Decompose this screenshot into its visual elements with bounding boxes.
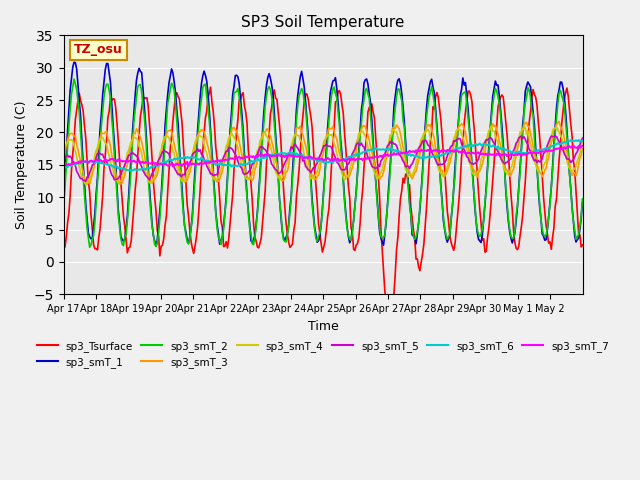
sp3_smT_3	[556, 119, 563, 124]
sp3_smT_5	[387, 141, 395, 146]
sp3_smT_5	[547, 133, 555, 139]
sp3_Tsurface	[267, 111, 275, 117]
sp3_smT_2	[86, 244, 93, 250]
sp3_smT_4	[124, 150, 131, 156]
sp3_smT_3	[387, 132, 395, 138]
sp3_smT_5	[267, 156, 275, 162]
sp3_smT_5	[438, 162, 446, 168]
sp3_smT_5	[82, 179, 90, 184]
sp3_smT_1	[152, 243, 160, 249]
sp3_smT_3	[436, 160, 444, 166]
sp3_smT_6	[436, 152, 444, 158]
sp3_Tsurface	[122, 237, 130, 242]
Line: sp3_smT_6: sp3_smT_6	[63, 140, 582, 170]
sp3_smT_2	[437, 183, 445, 189]
sp3_smT_2	[125, 202, 132, 207]
sp3_smT_7	[438, 147, 446, 153]
sp3_smT_6	[60, 166, 67, 171]
Title: SP3 Soil Temperature: SP3 Soil Temperature	[241, 15, 404, 30]
X-axis label: Time: Time	[308, 320, 339, 333]
Line: sp3_smT_1: sp3_smT_1	[63, 62, 582, 246]
sp3_smT_4	[82, 182, 90, 188]
sp3_smT_3	[83, 181, 91, 187]
sp3_smT_7	[436, 148, 444, 154]
sp3_smT_6	[387, 147, 395, 153]
sp3_smT_3	[267, 133, 275, 139]
sp3_smT_1	[232, 73, 239, 79]
sp3_smT_2	[579, 196, 586, 202]
sp3_smT_2	[440, 213, 447, 219]
sp3_smT_3	[124, 162, 131, 168]
sp3_smT_4	[267, 144, 275, 149]
sp3_smT_1	[579, 199, 586, 205]
Line: sp3_Tsurface: sp3_Tsurface	[63, 87, 582, 323]
sp3_smT_3	[60, 156, 67, 161]
sp3_smT_4	[488, 123, 495, 129]
sp3_smT_7	[122, 158, 130, 164]
sp3_smT_1	[70, 60, 78, 65]
sp3_Tsurface	[230, 167, 238, 172]
sp3_smT_6	[230, 164, 238, 169]
sp3_Tsurface	[385, 320, 392, 325]
sp3_Tsurface	[579, 242, 586, 248]
sp3_smT_1	[124, 213, 131, 218]
sp3_smT_4	[579, 139, 586, 144]
sp3_smT_6	[129, 168, 136, 173]
Line: sp3_smT_3: sp3_smT_3	[63, 121, 582, 184]
sp3_smT_5	[230, 149, 238, 155]
sp3_smT_2	[70, 76, 78, 82]
sp3_smT_4	[60, 150, 67, 156]
sp3_smT_3	[438, 167, 446, 173]
sp3_smT_2	[389, 133, 397, 139]
sp3_smT_1	[440, 217, 447, 223]
sp3_smT_3	[230, 125, 238, 131]
sp3_smT_2	[232, 89, 239, 95]
sp3_smT_5	[436, 161, 444, 167]
sp3_smT_1	[389, 129, 397, 134]
sp3_smT_7	[579, 143, 586, 149]
sp3_smT_6	[438, 152, 446, 158]
sp3_Tsurface	[437, 116, 445, 121]
sp3_smT_3	[579, 146, 586, 152]
sp3_smT_1	[437, 181, 445, 187]
Line: sp3_smT_4: sp3_smT_4	[63, 126, 582, 185]
sp3_smT_5	[60, 156, 67, 162]
sp3_Tsurface	[440, 151, 447, 156]
sp3_smT_4	[230, 134, 238, 140]
Line: sp3_smT_2: sp3_smT_2	[63, 79, 582, 247]
sp3_smT_7	[267, 153, 275, 159]
sp3_smT_5	[579, 135, 586, 141]
Text: TZ_osu: TZ_osu	[74, 44, 123, 57]
Line: sp3_smT_7: sp3_smT_7	[63, 145, 582, 166]
sp3_smT_4	[436, 168, 444, 174]
sp3_Tsurface	[389, 296, 397, 302]
sp3_smT_2	[268, 94, 276, 100]
sp3_smT_1	[60, 197, 67, 203]
Line: sp3_smT_5: sp3_smT_5	[63, 136, 582, 181]
sp3_smT_7	[570, 143, 577, 148]
Legend: sp3_Tsurface, sp3_smT_1, sp3_smT_2, sp3_smT_3, sp3_smT_4, sp3_smT_5, sp3_smT_6, : sp3_Tsurface, sp3_smT_1, sp3_smT_2, sp3_…	[33, 336, 614, 372]
sp3_smT_7	[60, 162, 67, 168]
sp3_smT_6	[579, 138, 586, 144]
sp3_smT_6	[575, 137, 582, 143]
sp3_smT_6	[122, 167, 130, 173]
sp3_Tsurface	[207, 84, 214, 90]
sp3_smT_1	[268, 82, 276, 88]
sp3_smT_7	[387, 152, 395, 157]
sp3_Tsurface	[60, 244, 67, 250]
sp3_smT_4	[387, 132, 395, 138]
sp3_smT_7	[169, 163, 177, 169]
sp3_smT_2	[60, 202, 67, 208]
Y-axis label: Soil Temperature (C): Soil Temperature (C)	[15, 101, 28, 229]
sp3_smT_5	[124, 156, 131, 161]
sp3_smT_7	[230, 156, 238, 162]
sp3_smT_6	[267, 152, 275, 157]
sp3_smT_4	[438, 172, 446, 178]
